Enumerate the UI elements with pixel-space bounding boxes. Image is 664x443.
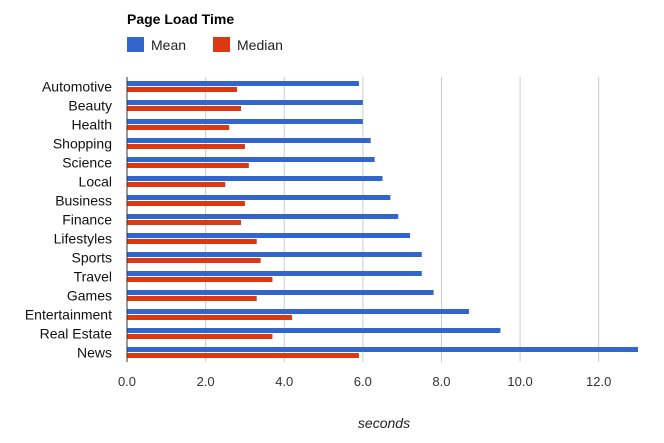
bar-mean-travel [127, 271, 422, 276]
bar-mean-games [127, 290, 434, 295]
category-label: Shopping [53, 136, 112, 152]
bar-median-entertainment [127, 315, 293, 320]
category-label: Lifestyles [54, 231, 112, 247]
category-labels: Automotive Beauty Health Shopping Science Loc… [25, 79, 112, 361]
category-label: Science [62, 155, 112, 171]
bar-median-health [127, 125, 230, 130]
x-tick-label: 10.0 [507, 374, 532, 389]
bar-mean-lifestyles [127, 233, 411, 238]
bar-mean-shopping [127, 138, 371, 143]
bar-mean-business [127, 195, 391, 200]
category-label: Local [79, 174, 112, 190]
legend: Mean Median [127, 37, 283, 53]
x-tick-label: 0.0 [118, 374, 136, 389]
bar-mean-local [127, 176, 383, 181]
category-label: Business [55, 193, 112, 209]
bar-median-lifestyles [127, 239, 257, 244]
bar-median-local [127, 182, 226, 187]
bar-median-business [127, 201, 245, 206]
bar-mean-finance [127, 214, 399, 219]
category-label: Entertainment [25, 307, 112, 323]
bar-mean-news [127, 347, 638, 352]
x-tick-label: 6.0 [354, 374, 372, 389]
bar-median-sports [127, 258, 261, 263]
bar-median-science [127, 163, 249, 168]
bar-median-beauty [127, 106, 241, 111]
x-tick-label: 8.0 [432, 374, 450, 389]
x-tick-label: 4.0 [275, 374, 293, 389]
bar-median-news [127, 353, 359, 358]
x-tick-labels: 0.0 2.0 4.0 6.0 8.0 10.0 12.0 [118, 374, 611, 389]
bar-mean-entertainment [127, 309, 469, 314]
x-tick-label: 12.0 [586, 374, 611, 389]
legend-label-median: Median [237, 37, 283, 53]
bar-mean-sports [127, 252, 422, 257]
category-label: News [77, 345, 112, 361]
bar-mean-health [127, 119, 363, 124]
bar-median-travel [127, 277, 273, 282]
bar-mean-real-estate [127, 328, 501, 333]
bar-mean-beauty [127, 100, 363, 105]
category-label: Games [67, 288, 112, 304]
bar-mean-automotive [127, 81, 359, 86]
bar-median-games [127, 296, 257, 301]
category-label: Health [72, 117, 112, 133]
legend-swatch-mean [127, 37, 144, 52]
chart-title: Page Load Time [127, 11, 234, 27]
bar-median-real-estate [127, 334, 273, 339]
bar-median-automotive [127, 87, 238, 92]
category-label: Travel [74, 269, 112, 285]
category-label: Real Estate [40, 326, 113, 342]
category-label: Sports [72, 250, 112, 266]
legend-label-mean: Mean [151, 37, 186, 53]
category-label: Finance [62, 212, 112, 228]
bar-median-finance [127, 220, 241, 225]
category-label: Automotive [42, 79, 112, 95]
bar-median-shopping [127, 144, 245, 149]
bars [127, 81, 638, 358]
gridlines [205, 77, 600, 362]
category-label: Beauty [68, 98, 112, 114]
legend-swatch-median [213, 37, 230, 52]
bar-mean-science [127, 157, 375, 162]
x-axis-title: seconds [358, 415, 410, 431]
x-tick-label: 2.0 [197, 374, 215, 389]
